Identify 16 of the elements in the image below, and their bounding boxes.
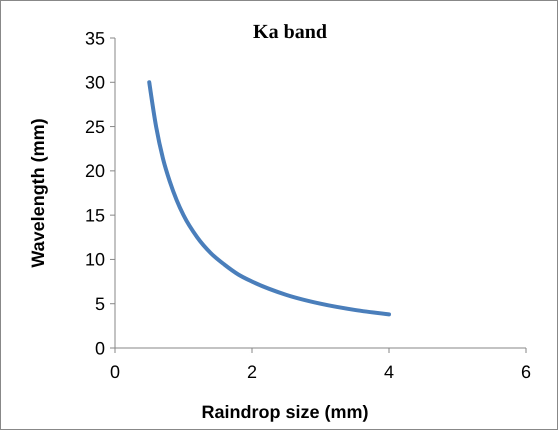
x-tick-label: 0: [110, 362, 120, 382]
y-axis-title: Wavelength (mm): [28, 118, 48, 268]
chart-title: Ka band: [253, 21, 327, 43]
y-tick-label: 0: [94, 338, 105, 358]
x-axis-title: Raindrop size (mm): [201, 402, 369, 422]
x-tick-label: 6: [520, 362, 532, 382]
y-tick-label: 20: [84, 161, 105, 182]
y-tick-label: 35: [84, 28, 105, 48]
y-tick-label: 30: [84, 72, 105, 93]
x-tick-label: 4: [384, 362, 394, 382]
y-tick-label: 10: [84, 250, 105, 270]
line-series: [147, 80, 391, 316]
y-tick-label: 5: [94, 294, 105, 314]
y-tick-label: 25: [84, 116, 105, 137]
y-tick-label: 15: [84, 205, 105, 226]
x-tick-label: 2: [246, 362, 258, 382]
